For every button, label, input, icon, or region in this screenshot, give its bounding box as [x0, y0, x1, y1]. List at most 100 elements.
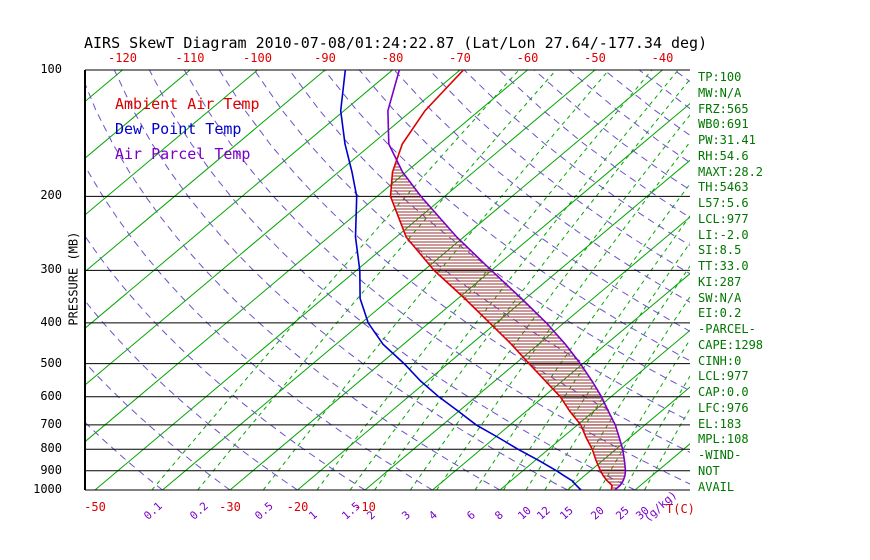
dry-adiabat-line [288, 70, 690, 392]
isotherm-line [364, 216, 690, 490]
top-temp-tick: -80 [381, 51, 404, 65]
pressure-axis-label: PRESSURE (MB) [66, 231, 81, 326]
stat-line: PW:31.41 [698, 133, 756, 147]
profile-curves [339, 70, 627, 490]
pressure-tick: 400 [40, 314, 62, 329]
mixing-ratio-line [644, 407, 690, 490]
dry-adiabat-line [148, 70, 636, 490]
isotherm-line [85, 70, 528, 443]
dry-adiabat-line [85, 361, 231, 490]
bottom-temp-tick: -10 [354, 500, 376, 514]
dry-adiabat-line [85, 164, 433, 490]
mixing-ratio-line [349, 70, 679, 490]
dry-adiabat-line [218, 70, 690, 453]
isotherm-line [499, 329, 690, 490]
dry-adiabat-line [85, 235, 366, 490]
stat-line: TH:5463 [698, 180, 749, 195]
legend-item-air-parcel-temp: Air Parcel Temp [115, 145, 251, 163]
stat-line: FRZ:565 [698, 101, 749, 116]
mixing-ratio-line [436, 141, 690, 490]
pressure-tick: 100 [40, 62, 62, 76]
stat-line: TP:100 [698, 70, 742, 84]
stat-line: -PARCEL- [698, 322, 756, 336]
stat-line: SW:N/A [698, 290, 742, 305]
top-temp-tick: -110 [175, 51, 205, 65]
isotherm-line [162, 70, 663, 490]
isotherm-line [85, 70, 191, 159]
stat-line: MAXT:28.2 [698, 164, 764, 179]
pressure-tick: 700 [40, 416, 62, 431]
stat-line: LI:-2.0 [698, 227, 749, 242]
ambient-temp-curve [389, 70, 613, 490]
stat-line: MW:N/A [698, 85, 742, 100]
dry-adiabat-line [428, 70, 690, 275]
bottom-temp-tick: -50 [84, 500, 106, 514]
stat-line: CINH:0 [698, 353, 742, 368]
legend-item-ambient-air-temp: Ambient Air Temp [115, 95, 260, 113]
cape-hatch-area [390, 163, 626, 489]
pressure-tick: 300 [40, 262, 62, 277]
top-temp-tick: -90 [314, 51, 336, 65]
top-temp-tick: -60 [516, 51, 539, 65]
temp-unit-label: T(C) [666, 502, 695, 516]
stat-line: SI:8.5 [698, 243, 742, 258]
top-temp-tick: -70 [449, 51, 471, 65]
dry-adiabat-line [85, 300, 298, 490]
isotherm-line [85, 70, 326, 273]
pressure-tick: 200 [40, 188, 62, 203]
top-temp-tick: -120 [108, 51, 137, 65]
chart-title: AIRS SkewT Diagram 2010-07-08/01:24:22.8… [84, 34, 708, 52]
top-temp-tick: -40 [651, 51, 674, 65]
stat-line: KI:287 [698, 274, 742, 289]
stat-line: TT:33.0 [698, 259, 749, 273]
pressure-tick: 600 [40, 388, 62, 403]
stat-line: CAPE:1298 [698, 337, 764, 352]
isotherm-line [85, 70, 461, 386]
stat-line: LFC:976 [698, 400, 749, 415]
mixing-ratio-line [409, 114, 690, 490]
stat-line: MPL:108 [698, 432, 749, 447]
parcel-temp-curve [387, 70, 627, 490]
stat-line: LCL:977 [698, 369, 749, 384]
stat-line: CAP:0.0 [698, 385, 749, 399]
bottom-temp-tick: -30 [219, 500, 241, 514]
stat-line: EI:0.2 [698, 306, 742, 321]
mixing-ratio-line [544, 265, 690, 490]
dry-adiabat-line [113, 70, 568, 490]
dry-adiabat-line [814, 70, 870, 490]
mixing-ratio-line [316, 70, 653, 490]
stat-line: AVAIL [698, 479, 735, 494]
isotherm-line [297, 159, 690, 490]
pressure-tick: 1000 [33, 482, 62, 496]
top-temp-tick: -50 [584, 51, 606, 65]
legend-item-dew-point-temp: Dew Point Temp [115, 120, 242, 138]
isotherm-line [567, 386, 690, 490]
stat-line: EL:183 [698, 416, 742, 431]
dew-point-curve [339, 70, 582, 490]
mixing-ratio-line [525, 242, 690, 490]
isotherm-line [432, 273, 690, 490]
dry-adiabat-line [463, 70, 690, 246]
mixing-ratio-line [262, 70, 610, 490]
bottom-temp-tick: -20 [286, 500, 309, 514]
dry-adiabat-line [183, 70, 690, 485]
mixing-ratio-line [374, 78, 690, 490]
dry-adiabat-line [393, 70, 690, 303]
pressure-tick: 500 [40, 355, 62, 370]
top-temp-tick: -100 [243, 51, 272, 65]
stat-line: L57:5.6 [698, 196, 749, 210]
dry-adiabat-line [323, 70, 690, 362]
stat-line: -WIND- [698, 448, 742, 462]
stat-line: LCL:977 [698, 211, 749, 226]
isotherm-line [85, 70, 258, 216]
pressure-tick: 800 [40, 441, 62, 456]
stat-line: NOT [698, 463, 720, 478]
pressure-tick: 900 [40, 462, 62, 477]
dry-adiabat-line [849, 70, 870, 490]
isotherm-line [94, 70, 596, 490]
isotherm-line [85, 70, 393, 329]
dry-adiabat-line [85, 82, 501, 490]
dry-adiabat-line [744, 70, 870, 490]
stat-line: RH:54.6 [698, 148, 749, 163]
